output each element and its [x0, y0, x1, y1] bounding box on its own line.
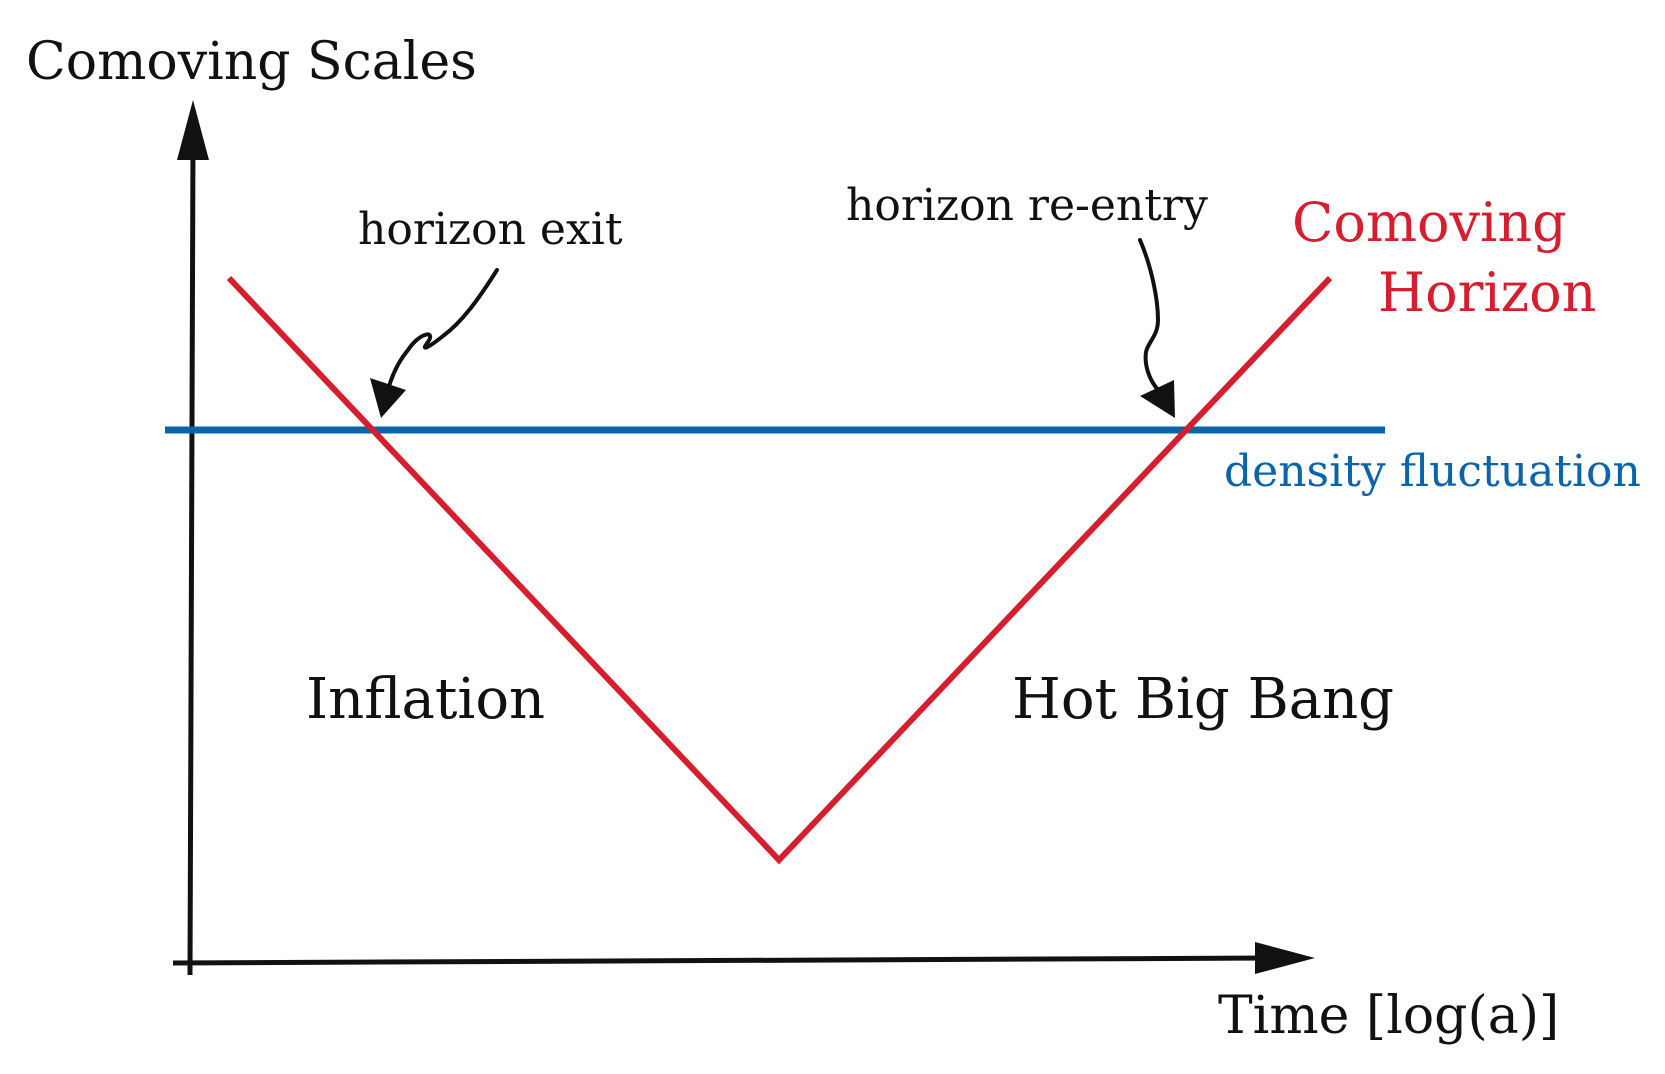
horizon-reentry-label: horizon re-entry: [846, 180, 1208, 231]
horizon-reentry-arrowhead: [1140, 380, 1175, 418]
inflation-region-label: Inflation: [306, 667, 546, 732]
x-axis-arrowhead: [1255, 942, 1315, 974]
horizon-reentry-arrow: [1138, 238, 1162, 394]
density-fluctuation-label: density fluctuation: [1224, 446, 1641, 497]
comoving-horizon-curve: [226, 275, 1333, 865]
horizon-exit-arrowhead: [370, 378, 406, 418]
y-axis-label: Comoving Scales: [26, 32, 477, 92]
x-axis-label: Time [log(a)]: [1218, 986, 1560, 1046]
hot-big-bang-region-label: Hot Big Bang: [1012, 667, 1395, 732]
horizon-exit-arrow: [386, 268, 499, 392]
y-axis-line: [187, 139, 196, 976]
comoving-horizon-label-line1: Comoving: [1292, 191, 1567, 254]
y-axis-arrowhead: [177, 100, 209, 160]
comoving-horizon-label-line2: Horizon: [1378, 261, 1597, 324]
x-axis-line: [172, 955, 1271, 966]
horizon-exit-label: horizon exit: [358, 204, 623, 255]
